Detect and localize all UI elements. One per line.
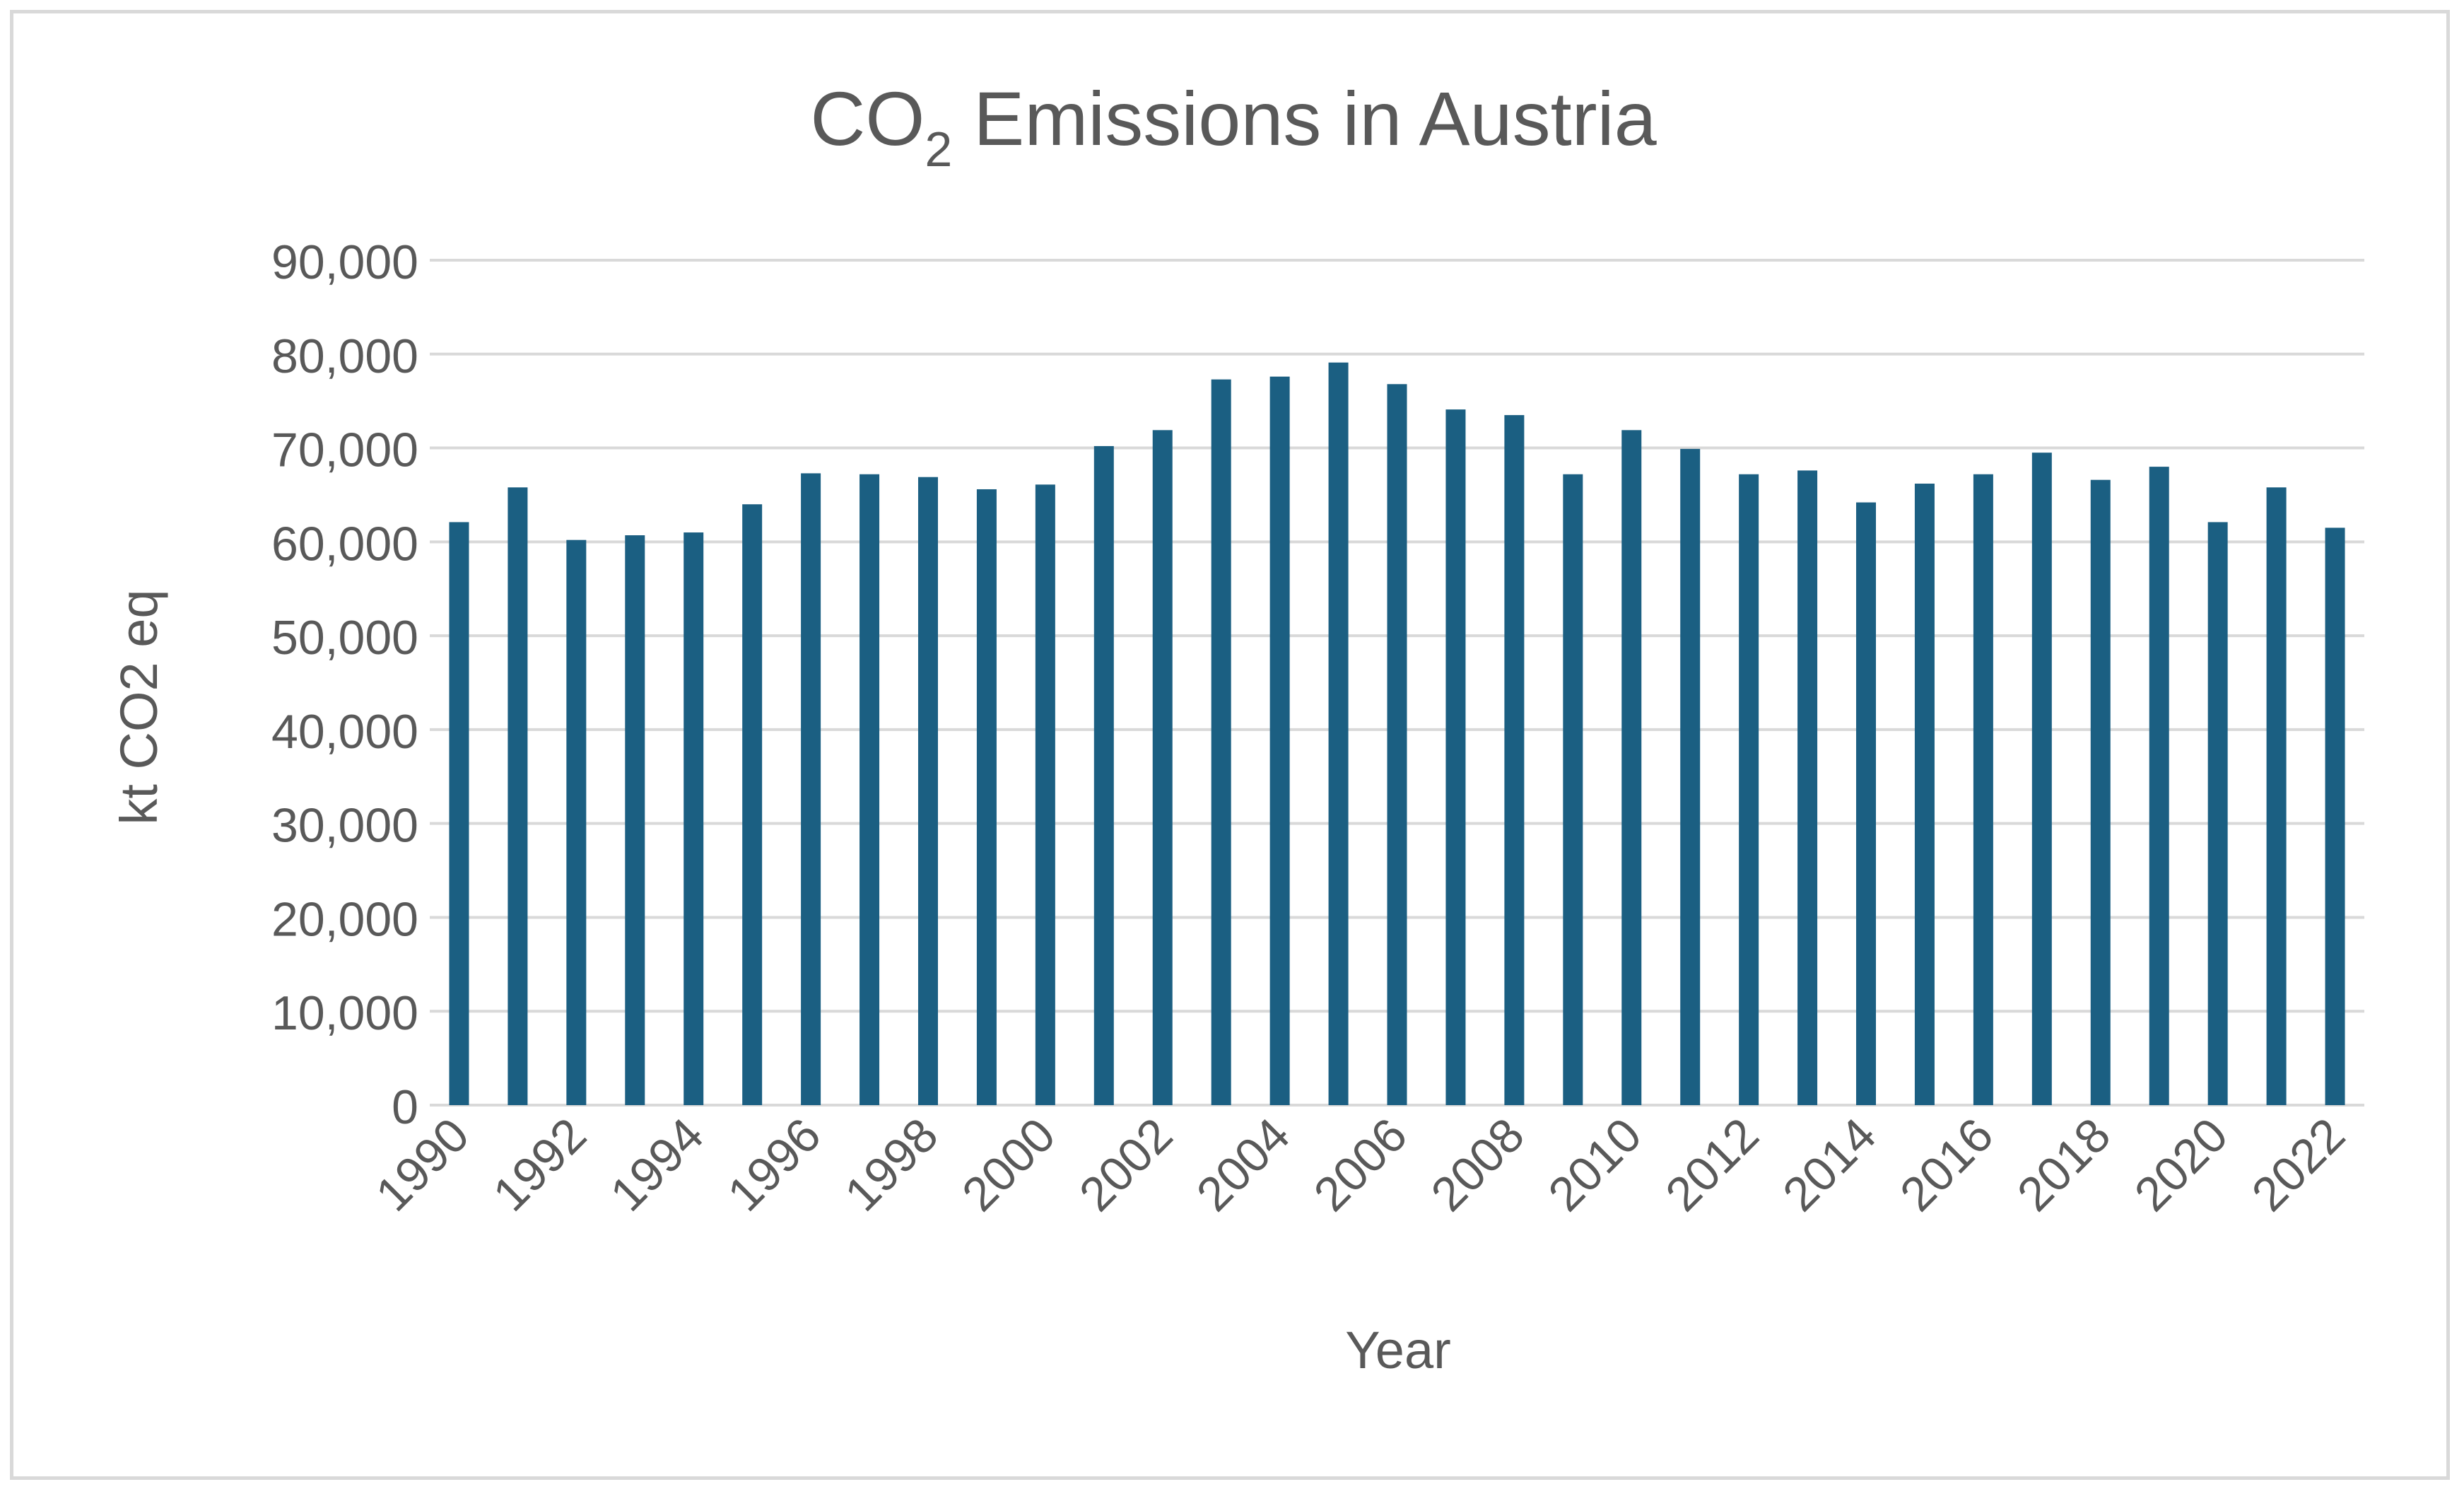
bar-2016 bbox=[1973, 474, 1993, 1105]
y-tick-label: 50,000 bbox=[271, 611, 418, 665]
bar-2008 bbox=[1504, 415, 1525, 1105]
x-tick-label: 2014 bbox=[1773, 1108, 1887, 1222]
chart-title-rest: Emissions in Austria bbox=[952, 76, 1657, 161]
y-tick-label: 60,000 bbox=[271, 517, 418, 571]
y-tick-label: 0 bbox=[392, 1080, 418, 1134]
x-tick-label: 2010 bbox=[1538, 1108, 1652, 1222]
bar-1994 bbox=[684, 532, 704, 1105]
x-tick-label: 2016 bbox=[1890, 1108, 2004, 1222]
bar-1991 bbox=[508, 487, 528, 1105]
bar-1997 bbox=[860, 474, 880, 1105]
x-tick-label: 2004 bbox=[1187, 1108, 1301, 1222]
bar-1992 bbox=[566, 539, 587, 1105]
bar-2017 bbox=[2031, 453, 2052, 1105]
y-tick-label: 80,000 bbox=[271, 329, 418, 383]
y-tick-label: 90,000 bbox=[271, 235, 418, 289]
y-tick-label: 20,000 bbox=[271, 892, 418, 946]
chart-title-subscript: 2 bbox=[925, 122, 952, 177]
y-tick-label: 10,000 bbox=[271, 986, 418, 1040]
bar-2011 bbox=[1680, 448, 1701, 1105]
bar-2021 bbox=[2266, 487, 2287, 1105]
bar-2012 bbox=[1739, 474, 1759, 1105]
bar-2007 bbox=[1445, 409, 1466, 1105]
x-tick-label: 2006 bbox=[1303, 1108, 1417, 1222]
bar-2013 bbox=[1797, 470, 1818, 1105]
chart-title: CO2 Emissions in Austria bbox=[810, 76, 1657, 177]
y-tick-label: 40,000 bbox=[271, 705, 418, 759]
bar-2000 bbox=[1035, 484, 1055, 1105]
bar-1990 bbox=[449, 522, 469, 1105]
bar-2005 bbox=[1328, 362, 1349, 1105]
bar-1998 bbox=[917, 477, 938, 1105]
bar-1995 bbox=[742, 504, 763, 1105]
x-tick-label: 2008 bbox=[1421, 1108, 1535, 1222]
x-tick-label: 2002 bbox=[1069, 1108, 1183, 1222]
bar-2010 bbox=[1621, 430, 1642, 1105]
x-tick-label: 1992 bbox=[483, 1108, 597, 1222]
x-tick-label: 2000 bbox=[952, 1108, 1066, 1222]
x-axis-ticks: 1990 1992 1994 1996 1998 2000 2002 2004 2006 2008… bbox=[365, 1108, 2355, 1222]
bar-2002 bbox=[1152, 430, 1173, 1105]
bar-2006 bbox=[1387, 384, 1407, 1105]
y-tick-label: 70,000 bbox=[271, 424, 418, 477]
x-tick-label: 2018 bbox=[2007, 1108, 2121, 1222]
bar-2014 bbox=[1856, 502, 1877, 1105]
bars bbox=[449, 362, 2345, 1105]
bar-1999 bbox=[976, 489, 997, 1105]
bar-2015 bbox=[1914, 484, 1935, 1105]
x-tick-label: 1998 bbox=[835, 1108, 949, 1222]
bar-2001 bbox=[1093, 445, 1114, 1105]
bar-2009 bbox=[1563, 474, 1583, 1105]
y-tick-label: 30,000 bbox=[271, 799, 418, 853]
bar-1996 bbox=[801, 473, 821, 1105]
y-axis-ticks: 0 10,000 20,000 30,000 40,000 50,000 60,000 70,… bbox=[271, 235, 418, 1134]
x-tick-label: 2012 bbox=[1655, 1108, 1769, 1222]
bar-2022 bbox=[2325, 527, 2345, 1105]
x-tick-label: 1996 bbox=[717, 1108, 831, 1222]
y-axis-label: kt CO2 eq bbox=[110, 589, 168, 824]
bar-1993 bbox=[625, 535, 645, 1105]
x-axis-label: Year bbox=[1345, 1321, 1451, 1379]
bar-2019 bbox=[2149, 467, 2169, 1105]
x-tick-label: 1994 bbox=[600, 1108, 714, 1222]
x-tick-label: 2022 bbox=[2241, 1108, 2355, 1222]
bar-2004 bbox=[1269, 376, 1290, 1105]
x-tick-label: 1990 bbox=[365, 1108, 479, 1222]
chart-title-main: CO bbox=[810, 76, 925, 161]
bar-2020 bbox=[2207, 522, 2228, 1105]
bar-2003 bbox=[1211, 379, 1231, 1105]
bar-2018 bbox=[2090, 479, 2111, 1105]
x-tick-label: 2020 bbox=[2125, 1108, 2239, 1222]
